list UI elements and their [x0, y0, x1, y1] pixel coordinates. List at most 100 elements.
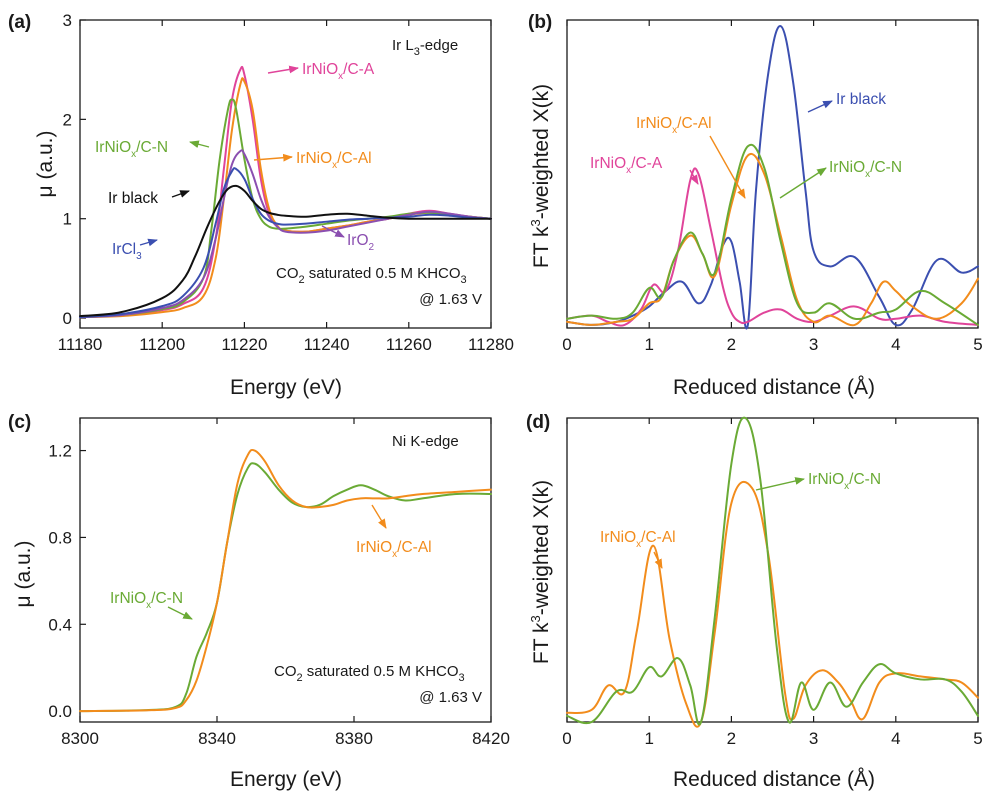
panel-a: (a) 11180 11200 11220 11240 11260 11280 0 1 2 3 μ… — [8, 11, 514, 399]
c-cal-arrow — [371, 504, 387, 529]
b-cal-label: IrNiOx/C-Al — [636, 115, 712, 136]
series-line-irniox-c-n — [79, 462, 492, 713]
y-tick-label: 0.4 — [48, 615, 72, 634]
x-tick-label: 0 — [562, 335, 571, 354]
series-line-ir-black — [566, 25, 979, 330]
x-tick-label: 11200 — [139, 335, 185, 354]
panel-c-label: (c) — [8, 412, 31, 433]
panel-a-potential: @ 1.63 V — [419, 291, 482, 308]
b-irblack-arrow — [807, 100, 833, 113]
panel-b-annotations: Ir black IrNiOx/C-A IrNiOx/C-Al IrNiOx/C… — [590, 91, 902, 199]
series-line-irniox-c-al — [566, 153, 979, 327]
panel-a-xlabel: Energy (eV) — [230, 376, 342, 399]
panel-b-frame — [566, 19, 979, 329]
x-tick-label: 2 — [727, 335, 736, 354]
panel-a-annotations: IrNiOx/C-A IrNiOx/C-Al IrNiOx/C-N Ir bla… — [95, 61, 375, 262]
x-tick-label: 5 — [973, 335, 982, 354]
d-cn-arrow — [755, 477, 805, 491]
x-tick-label: 2 — [727, 729, 736, 748]
y-tick-label: 0.0 — [48, 702, 72, 721]
x-tick-label: 3 — [809, 729, 818, 748]
a-ircl3-label: IrCl3 — [112, 241, 142, 262]
x-tick-label: 11220 — [221, 335, 267, 354]
b-cn-label: IrNiOx/C-N — [829, 159, 902, 180]
panel-b-axes: 0 1 2 3 4 5 — [562, 20, 983, 354]
panel-a-lines — [79, 65, 492, 319]
y-tick-label: 0.8 — [48, 528, 72, 547]
d-cal-arrow — [653, 551, 663, 569]
panel-a-axes: 11180 11200 11220 11240 11260 11280 0 1 2 3 — [58, 11, 514, 354]
panel-d-xlabel: Reduced distance (Å) — [673, 768, 875, 791]
panel-c-ylabel: μ (a.u.) — [12, 541, 35, 608]
panel-c: (c) 8300 8340 8380 8420 0.0 0.4 0.8 1.2 μ (a.u.… — [8, 412, 510, 791]
x-tick-label: 0 — [562, 729, 571, 748]
a-ca-label: IrNiOx/C-A — [302, 61, 375, 82]
y-tick-label: 2 — [63, 110, 72, 129]
panel-b: (b) 0 1 2 3 4 5 FT k3-weighted X(k) Reduced d… — [528, 12, 983, 399]
x-tick-label: 11180 — [58, 335, 103, 354]
series-line-irniox-c-al — [79, 448, 492, 713]
x-tick-label: 5 — [973, 729, 982, 748]
c-cn-label: IrNiOx/C-N — [110, 590, 183, 611]
x-tick-label: 1 — [644, 335, 653, 354]
x-tick-label: 11280 — [468, 335, 514, 354]
panel-a-condition: CO2 saturated 0.5 M KHCO3 — [276, 265, 467, 286]
x-tick-label: 11240 — [304, 335, 350, 354]
irblack-arrow — [171, 190, 190, 198]
panel-a-edge-label: Ir L3-edge — [392, 37, 458, 58]
a-iro2-label: IrO2 — [347, 232, 375, 253]
y-tick-label: 1.2 — [48, 442, 72, 461]
d-cal-label: IrNiOx/C-Al — [600, 529, 676, 550]
panel-c-axes: 8300 8340 8380 8420 0.0 0.4 0.8 1.2 — [48, 418, 510, 748]
panel-b-ylabel: FT k3-weighted X(k) — [528, 84, 553, 268]
a-irblack-label: Ir black — [108, 190, 158, 207]
series-line-iro2 — [79, 149, 492, 319]
panel-d-frame — [566, 417, 979, 723]
ircl3-arrow — [139, 238, 158, 247]
x-tick-label: 11260 — [386, 335, 432, 354]
x-tick-label: 8300 — [61, 729, 99, 748]
cal-arrow — [253, 153, 293, 162]
ca-arrow — [267, 65, 299, 74]
panel-d-annotations: IrNiOx/C-N IrNiOx/C-Al — [600, 471, 881, 569]
a-cn-label: IrNiOx/C-N — [95, 139, 168, 160]
panel-d: (d) 0 1 2 3 4 5 FT k3-weighted X(k) Reduced d… — [526, 412, 983, 791]
x-tick-label: 8380 — [335, 729, 373, 748]
series-line-irniox-c-n — [566, 416, 979, 726]
series-line-ir-black — [79, 184, 492, 318]
panel-d-lines — [566, 416, 979, 728]
b-cn-arrow — [779, 167, 827, 199]
panel-b-lines — [566, 25, 979, 330]
x-tick-label: 8420 — [472, 729, 510, 748]
panel-c-lines — [79, 448, 492, 713]
panel-c-edge-label: Ni K-edge — [392, 433, 459, 450]
x-tick-label: 3 — [809, 335, 818, 354]
panel-c-frame — [79, 417, 492, 723]
a-cal-label: IrNiOx/C-Al — [296, 150, 372, 171]
b-cal-arrow — [709, 135, 746, 199]
iro2-arrow — [321, 225, 345, 238]
panel-d-axes: 0 1 2 3 4 5 — [562, 418, 983, 748]
y-tick-label: 0 — [63, 309, 72, 328]
panel-b-xlabel: Reduced distance (Å) — [673, 376, 875, 399]
panel-b-label: (b) — [528, 12, 552, 33]
series-line-irniox-c-n — [566, 143, 979, 326]
panel-a-frame — [79, 19, 492, 329]
c-cal-label: IrNiOx/C-Al — [356, 539, 432, 560]
d-cn-label: IrNiOx/C-N — [808, 471, 881, 492]
b-ca-label: IrNiOx/C-A — [590, 155, 663, 176]
cn-arrow — [189, 140, 210, 149]
x-tick-label: 4 — [891, 729, 900, 748]
y-tick-label: 1 — [63, 210, 72, 229]
y-tick-label: 3 — [63, 11, 72, 30]
c-cn-arrow — [167, 606, 193, 620]
series-line-irniox-c-n — [79, 98, 492, 319]
b-ca-arrow — [689, 169, 699, 185]
b-irblack-label: Ir black — [836, 91, 886, 108]
panel-c-condition: CO2 saturated 0.5 M KHCO3 — [274, 663, 465, 684]
series-line-ircl3 — [79, 167, 492, 319]
series-line-irniox-c-a — [566, 167, 979, 327]
panel-a-ylabel: μ (a.u.) — [34, 131, 57, 198]
panel-d-ylabel: FT k3-weighted X(k) — [528, 480, 553, 664]
